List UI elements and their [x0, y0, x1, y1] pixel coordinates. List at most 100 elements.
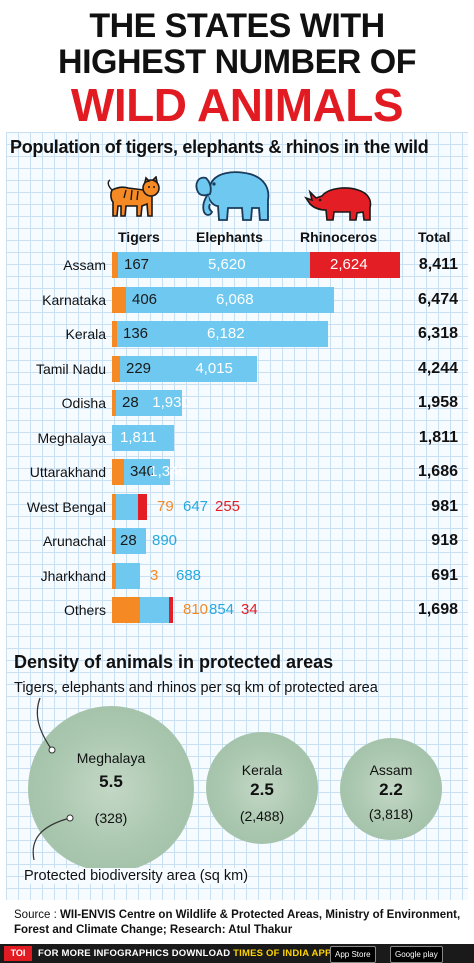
- label-tigers-karnataka: 406: [132, 290, 158, 308]
- legend-total: Total: [418, 229, 451, 245]
- bar-elephants-west-bengal: [116, 493, 138, 520]
- label-tigers-uttarakhand: 340: [130, 463, 156, 480]
- row-label-west-bengal: West Bengal: [26, 498, 106, 515]
- bar-elephants-odisha: [116, 390, 182, 416]
- row-label-assam: Assam: [63, 257, 106, 273]
- bar-tigers-tamil-nadu: [112, 355, 120, 382]
- row-label-meghalaya: Meghalaya: [37, 429, 107, 446]
- bubble-meghalaya-area: (328): [94, 810, 128, 826]
- row-label-uttarakhand: Uttarakhand: [29, 464, 106, 480]
- row-label-others: Others: [63, 602, 106, 618]
- bubble-assam-area: (3,818): [368, 806, 414, 822]
- footer-app-name: TIMES OF INDIA APP: [233, 948, 332, 959]
- row-label-tamil-nadu: Tamil Nadu: [35, 360, 106, 377]
- source-note: Source : WII-ENVIS Centre on Wildlife & …: [14, 908, 470, 938]
- population-chart-title: Population of tigers, elephants & rhinos…: [10, 137, 429, 157]
- bar-elephants-arunachal: [116, 528, 146, 554]
- header: THE STATES WITH HIGHEST NUMBER OF WILD A…: [0, 0, 474, 132]
- bubble-kerala-area: (2,488): [239, 808, 285, 824]
- row-total-others: 1,698: [417, 601, 458, 618]
- legend-rhinoceros: Rhinoceros: [300, 229, 378, 245]
- label-elephants-arunachal: 890: [152, 532, 178, 549]
- label-elephants-kerala: 6,182: [207, 325, 245, 342]
- label-elephants-karnataka: 6,068: [216, 290, 254, 308]
- app-store-badge[interactable]: App Store: [330, 946, 376, 963]
- elephant-icon: [195, 171, 270, 221]
- row-total-assam: 8,411: [418, 256, 458, 273]
- protected-area-label: Protected biodiversity area (sq km): [24, 868, 249, 884]
- row-label-arunachal: Arunachal: [42, 533, 106, 549]
- callout-lines: [32, 697, 74, 861]
- bar-tigers-odisha: [112, 390, 116, 416]
- row-total-uttarakhand: 1,686: [417, 463, 458, 480]
- footer-download-text: FOR MORE INFOGRAPHICS DOWNLOAD: [38, 948, 231, 959]
- bubble-assam-state: Assam: [369, 762, 413, 778]
- bar-elephants-others: [140, 597, 169, 623]
- bubble-kerala: [206, 732, 318, 844]
- bubble-meghalaya: [28, 706, 194, 872]
- label-rhinoceros-west-bengal: 255: [215, 497, 241, 515]
- toi-logo: TOI: [4, 946, 32, 961]
- row-total-meghalaya: 1,811: [418, 428, 458, 446]
- density-chart-subtitle: Tigers, elephants and rhinos per sq km o…: [14, 680, 378, 696]
- bar-elephants-kerala: [117, 321, 328, 347]
- bar-rhinoceros-assam: [310, 252, 400, 278]
- row-total-karnataka: 6,474: [417, 290, 458, 308]
- bubble-meghalaya-state: Meghalaya: [76, 750, 146, 766]
- bubble-assam: [340, 738, 442, 840]
- bar-tigers-arunachal: [112, 528, 116, 554]
- bar-elephants-jharkhand: [116, 562, 140, 589]
- label-tigers-tamil-nadu: 229: [126, 359, 152, 377]
- label-tigers-odisha: 28: [122, 394, 139, 411]
- label-elephants-jharkhand: 688: [176, 566, 202, 584]
- bar-rhinoceros-others: [169, 597, 173, 623]
- legend-elephants: Elephants: [196, 229, 263, 245]
- bar-tigers-jharkhand: [112, 562, 116, 589]
- label-tigers-west-bengal: 79: [157, 497, 174, 515]
- rhino-icon: [304, 187, 372, 221]
- row-label-jharkhand: Jharkhand: [40, 567, 106, 584]
- bar-rhinoceros-west-bengal: [138, 493, 147, 520]
- title-line-3: WILD ANIMALS: [70, 79, 404, 131]
- bubble-meghalaya-density: 5.5: [99, 772, 123, 791]
- bar-elephants-uttarakhand: [124, 459, 170, 485]
- label-elephants-uttarakhand: 1,346: [149, 463, 187, 480]
- label-tigers-arunachal: 28: [120, 532, 137, 549]
- title-line-2: HIGHEST NUMBER OF: [58, 43, 416, 81]
- label-elephants-meghalaya: 1,811: [120, 428, 157, 446]
- row-total-arunachal: 918: [431, 532, 458, 549]
- bar-tigers-karnataka: [112, 286, 126, 313]
- source-prefix: Source :: [14, 909, 61, 921]
- label-tigers-kerala: 136: [123, 325, 149, 342]
- bar-elephants-meghalaya: [112, 424, 174, 451]
- bubble-assam-density: 2.2: [379, 780, 403, 799]
- row-total-tamil-nadu: 4,244: [417, 359, 458, 377]
- row-total-west-bengal: 981: [431, 497, 458, 515]
- bubble-kerala-density: 2.5: [250, 780, 274, 799]
- label-elephants-west-bengal: 647: [183, 497, 209, 515]
- label-rhinoceros-assam: 2,624: [330, 256, 368, 273]
- label-elephants-tamil-nadu: 4,015: [195, 359, 233, 377]
- bar-elephants-tamil-nadu: [120, 355, 257, 382]
- bar-tigers-kerala: [112, 321, 117, 347]
- label-tigers-jharkhand: 3: [150, 566, 159, 584]
- row-label-karnataka: Karnataka: [42, 291, 106, 308]
- row-label-kerala: Kerala: [65, 326, 106, 342]
- bar-tigers-west-bengal: [112, 493, 116, 520]
- bar-elephants-karnataka: [126, 286, 334, 313]
- source-text: WII-ENVIS Centre on Wildlife & Protected…: [14, 909, 461, 936]
- row-total-odisha: 1,958: [417, 394, 458, 411]
- google-play-badge[interactable]: Google play: [390, 946, 443, 963]
- label-rhinoceros-others: 34: [241, 601, 258, 618]
- row-total-jharkhand: 691: [431, 566, 458, 584]
- label-elephants-odisha: 1,930: [152, 394, 190, 411]
- bubble-kerala-state: Kerala: [241, 762, 283, 778]
- bar-tigers-assam: [112, 252, 118, 278]
- label-elephants-assam: 5,620: [208, 256, 246, 273]
- label-elephants-others: 854: [209, 601, 235, 618]
- tiger-icon: [107, 176, 160, 217]
- row-total-kerala: 6,318: [417, 325, 458, 342]
- bar-tigers-uttarakhand: [112, 459, 124, 485]
- bar-tigers-others: [112, 597, 140, 623]
- label-tigers-assam: 167: [124, 256, 150, 273]
